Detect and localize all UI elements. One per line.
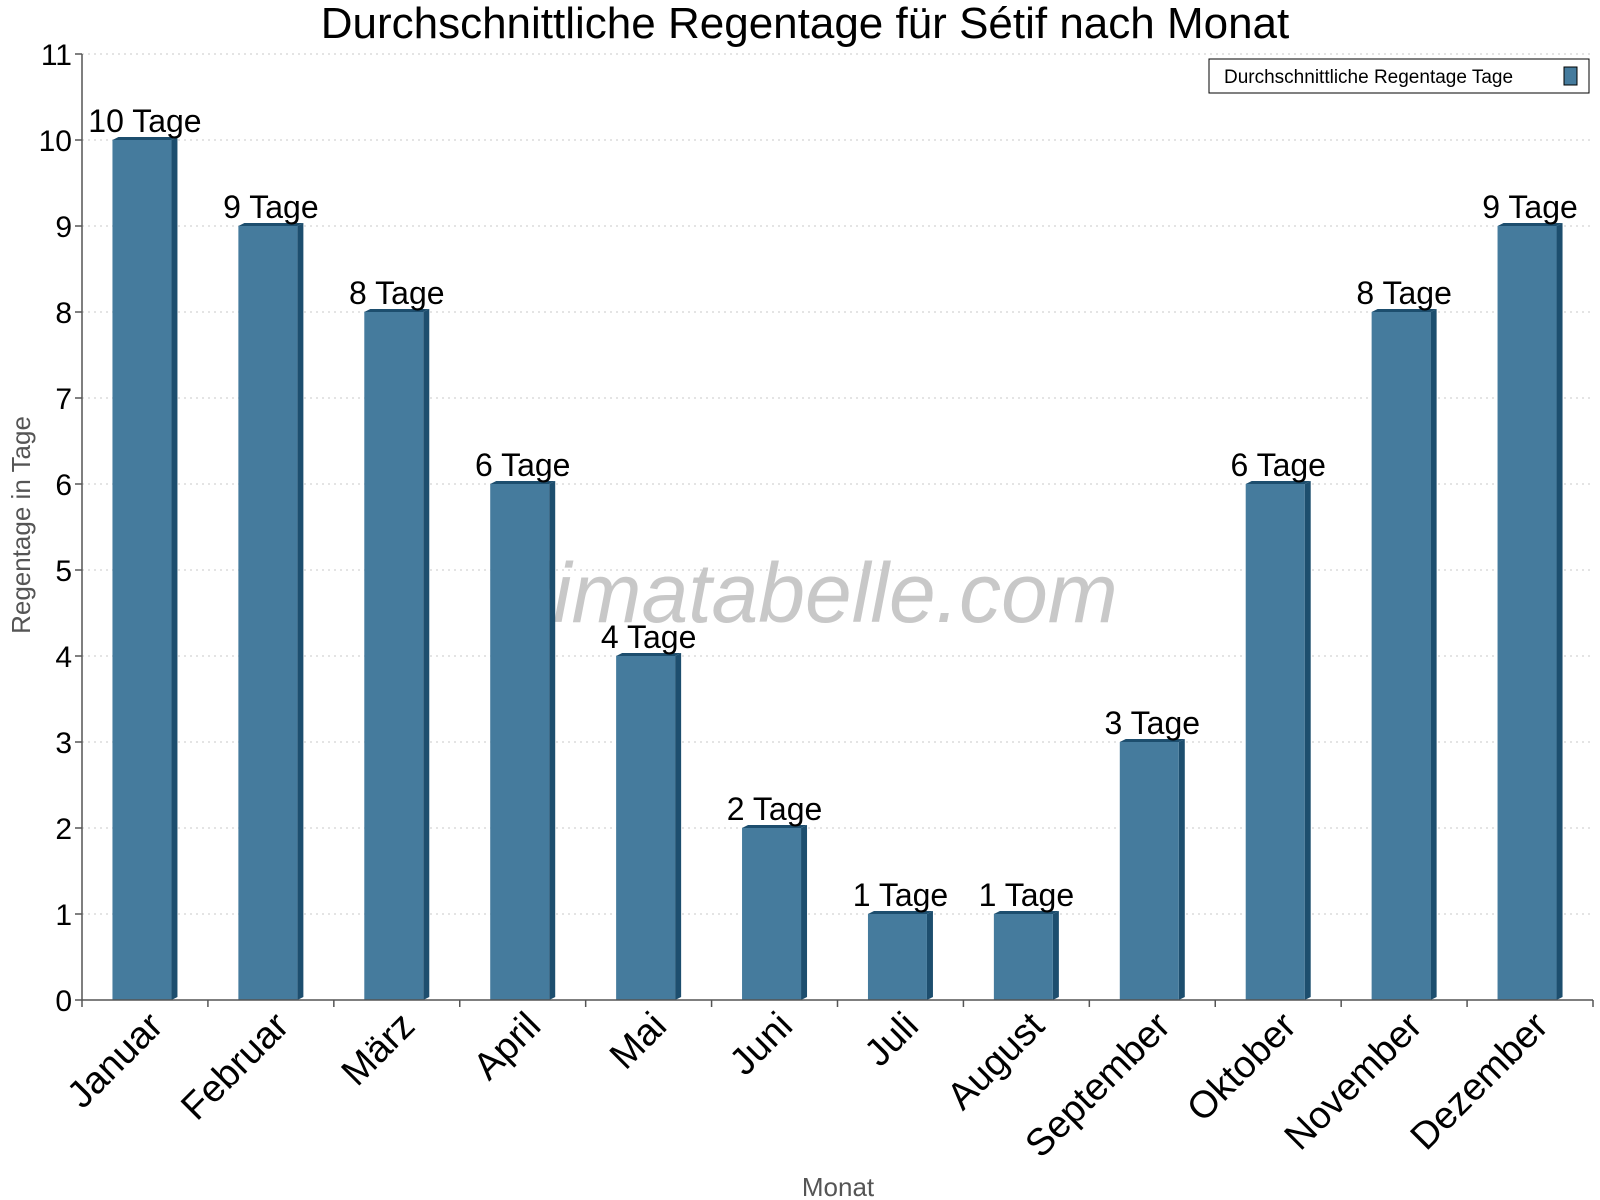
bar-side [675, 653, 682, 1000]
legend: Durchschnittliche Regentage Tage [1208, 58, 1590, 94]
data-label: 1 Tage [853, 877, 949, 913]
y-tick-label: 6 [55, 469, 72, 502]
chart-title: Durchschnittliche Regentage für Sétif na… [321, 0, 1290, 48]
data-label: 9 Tage [1482, 189, 1578, 225]
x-tick-label: Oktober [1179, 1004, 1305, 1130]
x-tick-label: Juli [857, 1005, 927, 1075]
data-label: 2 Tage [727, 791, 823, 827]
x-tick-label: Februar [173, 1004, 297, 1128]
y-tick-label: 10 [39, 125, 72, 158]
bar-top [742, 825, 808, 828]
data-label: 6 Tage [475, 447, 571, 483]
watermark-text: klimatabelle.com [492, 546, 1118, 640]
y-tick-label: 4 [55, 641, 72, 674]
legend-box [1208, 58, 1590, 94]
x-tick-label: April [466, 1005, 549, 1088]
bar-side [1430, 309, 1437, 1000]
axes [75, 53, 1594, 1007]
bar-top [1245, 481, 1311, 484]
bar [1371, 312, 1431, 1000]
legend-swatch [1563, 66, 1578, 86]
data-label: 1 Tage [979, 877, 1075, 913]
x-axis-title: Monat [802, 1172, 875, 1200]
bar-side [423, 309, 430, 1000]
bar-top [1119, 739, 1185, 742]
bar [993, 914, 1053, 1000]
bar [364, 312, 424, 1000]
legend-label: Durchschnittliche Regentage Tage [1224, 67, 1513, 88]
bar-side [1178, 739, 1185, 1000]
bar [1119, 742, 1179, 1000]
bar-top [364, 309, 430, 312]
y-tick-label: 11 [41, 39, 72, 72]
bar [112, 140, 172, 1000]
y-tick-label: 5 [55, 555, 72, 588]
bar-top [867, 911, 933, 914]
bar-top [238, 223, 304, 226]
y-tick-label: 1 [55, 899, 72, 932]
x-tick-label: August [939, 1004, 1053, 1118]
data-label: 9 Tage [223, 189, 319, 225]
bar-side [926, 911, 933, 1000]
x-tick-label: März [334, 1005, 423, 1094]
y-axis-title: Regentage in Tage [6, 416, 36, 634]
gridlines [82, 53, 1593, 915]
y-tick-label: 9 [55, 211, 72, 244]
bar [867, 914, 927, 1000]
y-tick-label: 0 [55, 985, 72, 1018]
y-tick-label: 2 [55, 813, 72, 846]
bar-side [297, 223, 304, 1000]
bar [1245, 484, 1305, 1000]
bar [490, 484, 550, 1000]
bar-side [801, 825, 808, 1000]
bars [112, 137, 1563, 1000]
data-label: 10 Tage [88, 103, 201, 139]
data-label: 8 Tage [1356, 275, 1452, 311]
bar [742, 828, 802, 1000]
y-tick-label: 3 [55, 727, 72, 760]
x-tick-label: November [1277, 1004, 1431, 1158]
bar-side [1052, 911, 1059, 1000]
data-label: 8 Tage [349, 275, 445, 311]
bar [616, 656, 676, 1000]
bar-top [112, 137, 178, 140]
bar-top [1371, 309, 1437, 312]
bar-side [1556, 223, 1563, 1000]
x-tick-label: Dezember [1403, 1004, 1557, 1158]
data-label: 4 Tage [601, 619, 697, 655]
x-tick-label: Juni [722, 1005, 801, 1084]
bar-top [490, 481, 556, 484]
data-label: 3 Tage [1105, 705, 1201, 741]
y-tick-label: 7 [55, 383, 72, 416]
bar-top [616, 653, 682, 656]
bar-side [1304, 481, 1311, 1000]
y-tick-label: 8 [55, 297, 72, 330]
bar-side [549, 481, 556, 1000]
data-label: 6 Tage [1230, 447, 1326, 483]
bar [1497, 226, 1557, 1000]
bar [238, 226, 298, 1000]
x-tick-label: Mai [602, 1005, 675, 1078]
x-tick-label: Januar [59, 1004, 171, 1116]
bar-side [171, 137, 178, 1000]
bar-top [993, 911, 1059, 914]
bar-top [1497, 223, 1563, 226]
